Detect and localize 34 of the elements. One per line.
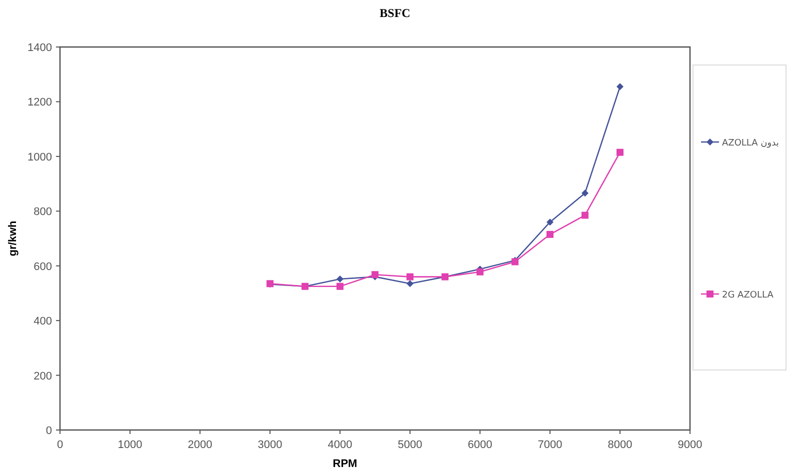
x-tick-label: 6000 <box>468 439 492 451</box>
point <box>582 212 588 219</box>
x-tick-label: 7000 <box>538 439 562 451</box>
x-tick-label: 9000 <box>678 439 702 451</box>
point <box>616 83 624 90</box>
y-tick-label: 400 <box>34 316 52 328</box>
x-axis-title: RPM <box>332 458 358 470</box>
point <box>476 268 484 276</box>
x-tick-label: 8000 <box>608 439 632 451</box>
y-tick-label: 1400 <box>28 42 52 54</box>
chart-title: BSFC <box>380 6 410 20</box>
point <box>546 218 554 226</box>
point <box>336 282 344 290</box>
x-tick-label: 4000 <box>328 439 352 451</box>
y-tick-label: 1000 <box>28 151 52 164</box>
y-tick-label: 1200 <box>28 96 52 109</box>
x-tick-label: 1000 <box>118 439 142 451</box>
point <box>546 230 554 238</box>
x-tick-label: 3000 <box>258 439 282 451</box>
x-tick-label: 0 <box>56 439 64 451</box>
y-tick-label: 800 <box>34 206 52 218</box>
point <box>406 280 414 288</box>
legend-label: AZOLLA بدون <box>722 138 779 148</box>
point <box>406 273 414 280</box>
y-tick-label: 600 <box>34 260 52 273</box>
point <box>336 275 344 282</box>
x-tick-label: 2000 <box>188 439 212 451</box>
y-tick-label: 0 <box>46 425 52 437</box>
point <box>582 190 588 197</box>
y-axis-title: gr/kwh <box>7 220 19 256</box>
point <box>616 148 624 156</box>
legend-label: 2G AZOLLA <box>722 290 774 300</box>
y-tick-label: 200 <box>34 370 52 382</box>
x-tick-label: 5000 <box>398 439 422 451</box>
